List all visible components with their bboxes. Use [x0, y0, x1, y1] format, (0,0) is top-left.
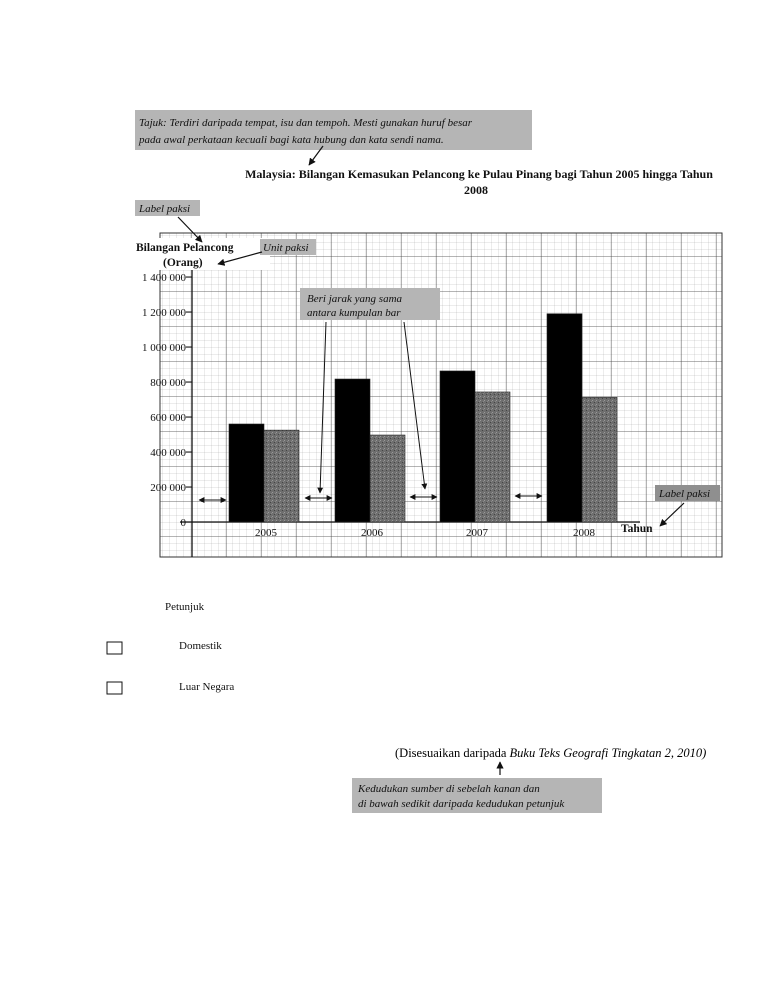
x-tick-label: 2007	[466, 527, 489, 539]
y-tick-label: 800 000	[150, 377, 186, 389]
title-callout: Tajuk: Terdiri daripada tempat, isu dan …	[135, 110, 532, 166]
arrow-icon	[217, 251, 263, 266]
legend-title: Petunjuk	[165, 601, 205, 613]
arrow-icon	[317, 321, 327, 494]
arrow-icon	[177, 216, 203, 243]
y-tick-label: 400 000	[150, 447, 186, 459]
bar-spacing-callout: Beri jarak yang sama antara kumpulan bar	[300, 288, 440, 494]
bar-2007-domestik	[439, 370, 476, 523]
source-text: (Disesuaikan daripada Buku Teks Geografi…	[395, 746, 706, 760]
y-axis-label-callout-text: Label paksi	[138, 203, 190, 215]
bar-2005-domestik	[228, 423, 265, 523]
bar-2005-luar-negara	[263, 429, 300, 523]
arrow-icon	[308, 145, 324, 166]
x-tick-label: 2006	[361, 527, 384, 539]
y-tick-label: 1 400 000	[142, 272, 187, 284]
chart-title-line1: Malaysia: Bilangan Kemasukan Pelancong k…	[245, 167, 713, 181]
y-axis-label-callout: Label paksi	[135, 200, 203, 243]
source-callout-line1: Kedudukan sumber di sebelah kanan dan	[357, 783, 540, 795]
x-axis-label-callout: Label paksi	[655, 485, 720, 527]
bar-spacing-callout-line1: Beri jarak yang sama	[307, 293, 403, 305]
bar-2006-luar-negara	[369, 434, 406, 523]
legend-label-domestik: Domestik	[179, 640, 222, 652]
bar-spacing-callout-line2: antara kumpulan bar	[307, 307, 401, 319]
y-tick-label: 200 000	[150, 482, 186, 494]
arrow-icon	[659, 502, 685, 527]
bar-2008-domestik	[546, 313, 583, 523]
y-tick-label: 600 000	[150, 412, 186, 424]
y-tick-label: 0	[181, 517, 187, 529]
y-axis-label-line1: Bilangan Pelancong	[136, 242, 234, 254]
x-axis-label-callout-text: Label paksi	[658, 488, 710, 500]
bar-2006-domestik	[334, 378, 371, 523]
source-prefix: (Disesuaikan daripada	[395, 746, 510, 760]
title-callout-line1: Tajuk: Terdiri daripada tempat, isu dan …	[139, 117, 473, 129]
y-axis-label-line2: (Orang)	[163, 257, 203, 269]
source-callout-line2: di bawah sedikit daripada kedudukan petu…	[358, 798, 565, 810]
bar-2007-luar-negara	[474, 391, 511, 523]
legend-label-luar-negara: Luar Negara	[179, 681, 234, 693]
unit-callout-text: Unit paksi	[263, 242, 309, 254]
legend-swatch-domestik	[106, 641, 123, 655]
chart-title-line2: 2008	[464, 183, 488, 197]
x-tick-label: 2005	[255, 527, 278, 539]
bar-2008-luar-negara	[581, 397, 618, 523]
source-book: Buku Teks Geografi Tingkatan 2, 2010)	[510, 746, 707, 760]
x-tick-label: 2008	[573, 527, 596, 539]
arrow-icon	[403, 321, 428, 490]
title-callout-line2: pada awal perkataan kecuali bagi kata hu…	[138, 134, 444, 146]
y-tick-label: 1 200 000	[142, 307, 187, 319]
y-tick-label: 1 000 000	[142, 342, 187, 354]
legend-swatch-luar-negara	[106, 681, 123, 695]
unit-callout: Unit paksi	[217, 239, 316, 266]
spacing-arrows	[198, 493, 543, 503]
x-axis-label: Tahun	[621, 523, 653, 535]
source-callout: Kedudukan sumber di sebelah kanan dan di…	[352, 778, 602, 813]
